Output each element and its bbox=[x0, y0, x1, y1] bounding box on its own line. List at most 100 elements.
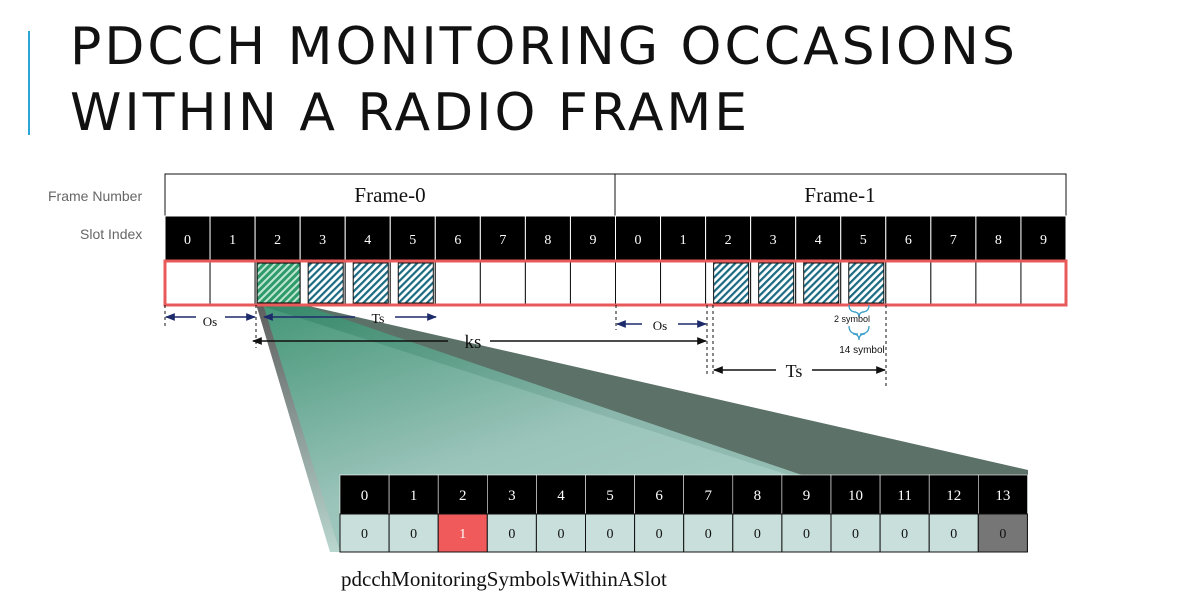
slot-index-cell bbox=[344, 215, 391, 262]
slot-index-value: 9 bbox=[1040, 233, 1047, 248]
slot-index-label: Slot Index bbox=[80, 226, 143, 242]
ts-arrow-frame0: Ts bbox=[263, 312, 437, 327]
slot-index-value: 3 bbox=[319, 233, 326, 248]
symbol-bit-cell bbox=[977, 513, 1028, 553]
symbol-index-cell bbox=[683, 474, 734, 515]
slot-index-cell bbox=[164, 215, 211, 262]
monitoring-occasion bbox=[352, 262, 389, 304]
monitoring-occasions-row bbox=[163, 259, 1068, 307]
symbol-bit-value: 0 bbox=[656, 527, 663, 542]
symbol-bit-value: 0 bbox=[950, 527, 957, 542]
occasion-slot bbox=[164, 260, 211, 306]
symbol-bit-value: 0 bbox=[410, 527, 417, 542]
guide-lines bbox=[164, 305, 887, 388]
symbol-index-cell bbox=[388, 474, 439, 515]
ts-arrow-frame1: Ts bbox=[713, 361, 886, 381]
slot-index-value: 0 bbox=[184, 233, 191, 248]
symbol-index-cell bbox=[585, 474, 635, 515]
slot-index-value: 2 bbox=[274, 233, 281, 248]
monitoring-occasion bbox=[758, 262, 795, 304]
occasion-slot bbox=[524, 260, 571, 306]
symbol-bit-cell bbox=[781, 513, 832, 553]
os-arrow-frame1: Os bbox=[616, 318, 707, 333]
symbol-index-cell bbox=[536, 474, 586, 515]
slot-index-value: 1 bbox=[229, 233, 236, 248]
slot-index-value: 2 bbox=[725, 233, 732, 248]
symbol-index-cell bbox=[732, 474, 783, 515]
monitoring-occasion bbox=[803, 262, 840, 304]
frame-number-label: Frame Number bbox=[48, 188, 143, 204]
slot-index-value: 5 bbox=[860, 233, 867, 248]
symbol-index-value: 12 bbox=[946, 488, 961, 504]
occasion-slot bbox=[885, 260, 932, 306]
symbol-index-value: 0 bbox=[361, 488, 369, 504]
symbol-bit-value: 0 bbox=[803, 527, 810, 542]
symbol-index-cell bbox=[977, 474, 1028, 515]
occasion-slot bbox=[434, 260, 481, 306]
symbol-bit-cell bbox=[339, 513, 390, 553]
slot-index-value: 4 bbox=[364, 233, 371, 248]
symbol-index-value: 5 bbox=[606, 488, 614, 504]
symbol-index-value: 1 bbox=[410, 488, 418, 504]
symbol-bit-cell bbox=[683, 513, 734, 553]
symbol-bit-value: 0 bbox=[901, 527, 908, 542]
symbol-bit-cell bbox=[535, 513, 587, 553]
ks-arrow: ks bbox=[252, 332, 707, 353]
symbol-bit-cell bbox=[928, 513, 979, 553]
symbol-index-value: 8 bbox=[754, 488, 762, 504]
symbol-bit-cell bbox=[486, 513, 537, 553]
monitoring-occasion bbox=[848, 262, 885, 304]
symbol-table-caption: pdcchMonitoringSymbolsWithinASlot bbox=[341, 567, 667, 591]
slot-index-value: 8 bbox=[544, 233, 551, 248]
symbol-index-cell bbox=[634, 474, 684, 515]
ts-label-frame0: Ts bbox=[371, 312, 384, 327]
accent-bar bbox=[28, 31, 30, 135]
slot-index-cell bbox=[795, 215, 842, 262]
symbol-index-value: 4 bbox=[557, 488, 565, 504]
symbol-index-cell bbox=[437, 474, 488, 515]
symbol-index-cell bbox=[928, 474, 979, 515]
monitoring-occasion bbox=[713, 262, 750, 304]
slot-index-cell bbox=[930, 215, 977, 262]
symbol-index-cell bbox=[879, 474, 930, 515]
symbol-bit-value: 1 bbox=[459, 527, 466, 542]
slot-index-value: 7 bbox=[950, 233, 957, 248]
slot-index-cell bbox=[705, 215, 752, 262]
occasion-slot bbox=[209, 260, 256, 306]
slot-index-cell bbox=[434, 215, 481, 262]
slot-index-cell bbox=[750, 215, 797, 262]
monitoring-occasion bbox=[307, 262, 344, 304]
symbol-braces bbox=[848, 304, 870, 341]
slot-index-value: 1 bbox=[680, 233, 687, 248]
slot-index-cell bbox=[885, 215, 932, 262]
symbol-bit-value: 0 bbox=[508, 527, 515, 542]
monitoring-occasion-selected bbox=[256, 262, 301, 304]
symbol-index-value: 10 bbox=[848, 488, 863, 504]
symbol-table: 0 1 2 3 4 5 6 7 8 9 10 11 12 130 0 1 0 0 0 0 0 0 0 0 0 0 0 bbox=[339, 474, 1028, 553]
page-title: PDCCH MONITORING OCCASIONS WITHIN A RADI… bbox=[70, 17, 1018, 143]
slot-index-value: 0 bbox=[635, 233, 642, 248]
symbol-index-value: 2 bbox=[459, 488, 467, 504]
os-label-frame0: Os bbox=[203, 314, 217, 329]
symbol-bit-cell bbox=[388, 513, 439, 553]
slot-index-cell bbox=[840, 215, 887, 262]
slot-index-value: 6 bbox=[905, 233, 912, 248]
fourteen-symbol-label: 14 symbol bbox=[839, 345, 885, 356]
symbol-bit-monitored bbox=[437, 513, 488, 553]
occasion-slot bbox=[975, 260, 1022, 306]
frame-0-label: Frame-0 bbox=[354, 183, 425, 207]
symbol-index-cell bbox=[781, 474, 832, 515]
symbol-index-value: 3 bbox=[508, 488, 516, 504]
os-arrow-frame0: Os bbox=[165, 313, 256, 329]
slot-index-cell bbox=[254, 215, 301, 262]
occasion-slot bbox=[660, 260, 707, 306]
symbol-bit-value: 0 bbox=[705, 527, 712, 542]
occasion-slot bbox=[479, 260, 526, 306]
symbol-index-value: 9 bbox=[803, 488, 811, 504]
os-label-frame1: Os bbox=[653, 318, 667, 333]
ts-label-frame1: Ts bbox=[786, 361, 803, 381]
symbol-bit-value: 0 bbox=[607, 527, 614, 542]
symbol-bit-value: 0 bbox=[852, 527, 859, 542]
slot-index-value: 5 bbox=[409, 233, 416, 248]
